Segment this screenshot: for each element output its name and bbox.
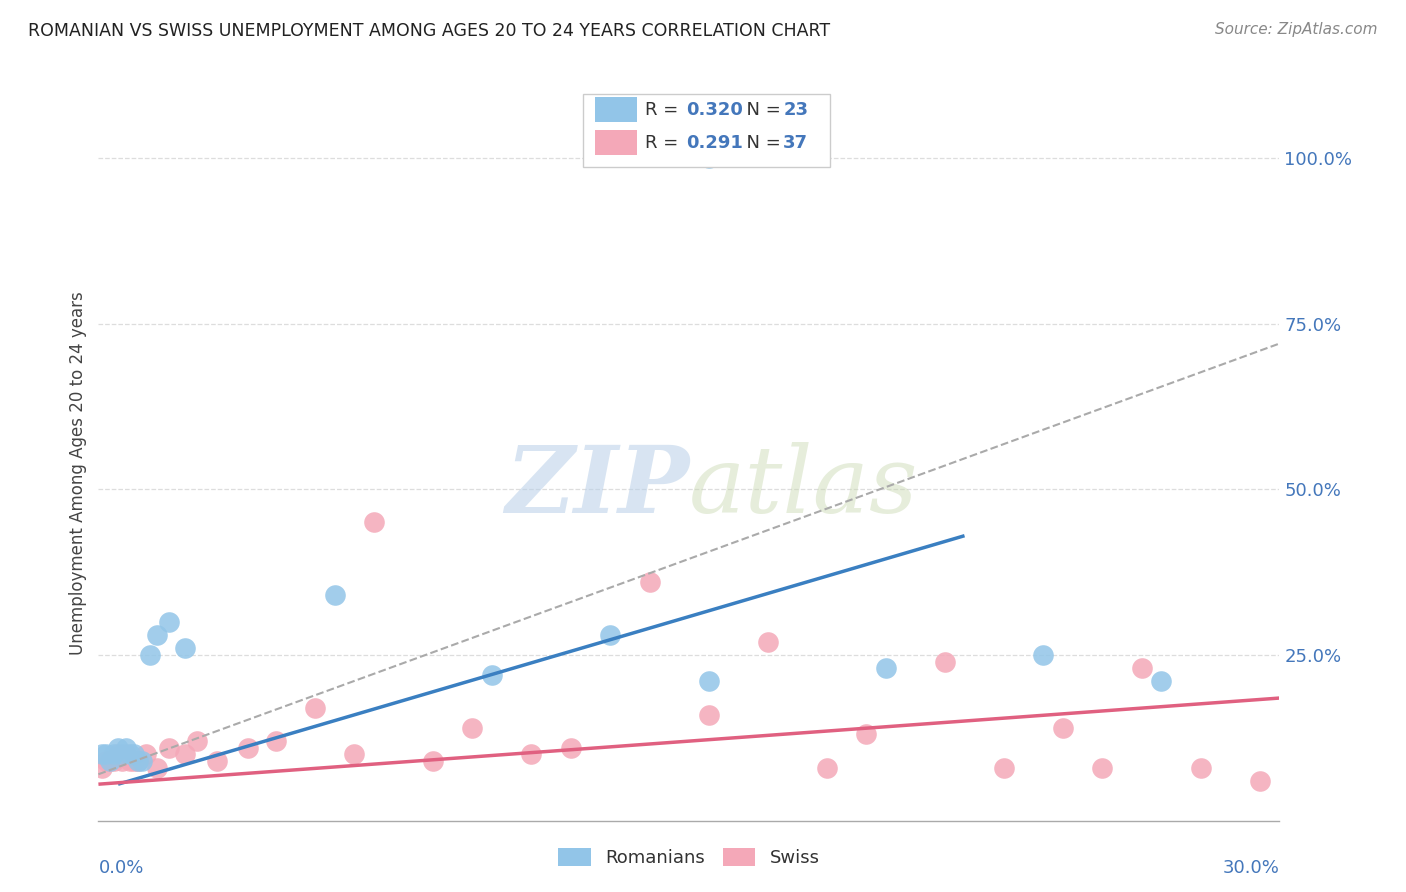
Point (1189, 761, 1212, 775)
Legend: Romanians, Swiss: Romanians, Swiss (551, 840, 827, 874)
Point (993, 761, 1015, 775)
Point (934, 655, 956, 669)
Point (697, 707, 720, 722)
Text: Source: ZipAtlas.com: Source: ZipAtlas.com (1215, 22, 1378, 37)
Text: R =: R = (645, 134, 685, 152)
Text: 37: 37 (783, 134, 808, 152)
Point (98, 754, 121, 768)
Text: atlas: atlas (689, 442, 918, 532)
Point (146, 628, 169, 642)
Point (122, 754, 145, 768)
Point (96, 754, 118, 768)
Point (96, 747, 118, 762)
Point (205, 754, 228, 768)
Point (520, 747, 543, 762)
Point (264, 734, 287, 748)
Text: N =: N = (735, 134, 787, 152)
Point (115, 747, 138, 762)
Point (1052, 721, 1074, 735)
Point (146, 761, 169, 775)
Text: R =: R = (645, 101, 685, 119)
Point (135, 747, 157, 762)
Point (174, 641, 197, 656)
Point (697, 674, 720, 689)
Point (1130, 661, 1153, 675)
Point (138, 648, 160, 662)
Point (111, 747, 134, 762)
Point (756, 634, 779, 648)
Point (1249, 773, 1271, 788)
Text: 30.0%: 30.0% (1223, 859, 1279, 877)
Point (98, 754, 121, 768)
Point (115, 740, 138, 755)
Point (363, 516, 385, 530)
Point (875, 661, 897, 675)
Point (481, 668, 503, 682)
Point (157, 740, 180, 755)
Point (127, 754, 149, 768)
Point (118, 747, 141, 762)
Point (1032, 648, 1054, 662)
Y-axis label: Unemployment Among Ages 20 to 24 years: Unemployment Among Ages 20 to 24 years (69, 291, 87, 655)
Text: 0.291: 0.291 (686, 134, 742, 152)
Point (91, 747, 114, 762)
Text: 23: 23 (783, 101, 808, 119)
Point (122, 747, 145, 762)
Point (111, 754, 134, 768)
Point (186, 734, 208, 748)
Point (599, 628, 621, 642)
Point (174, 747, 197, 762)
Point (107, 740, 129, 755)
Point (304, 701, 326, 715)
Point (560, 740, 582, 755)
Point (107, 747, 129, 762)
Point (422, 754, 444, 768)
Point (638, 575, 661, 590)
Point (697, 151, 720, 165)
Point (91, 761, 114, 775)
Point (461, 721, 484, 735)
Point (855, 727, 877, 741)
Text: ROMANIAN VS SWISS UNEMPLOYMENT AMONG AGES 20 TO 24 YEARS CORRELATION CHART: ROMANIAN VS SWISS UNEMPLOYMENT AMONG AGE… (28, 22, 831, 40)
Point (157, 615, 180, 629)
Point (131, 754, 153, 768)
Point (1091, 761, 1114, 775)
Point (127, 754, 149, 768)
Text: ZIP: ZIP (505, 442, 689, 532)
Point (815, 761, 838, 775)
Point (1150, 674, 1173, 689)
Point (343, 747, 366, 762)
Text: 0.0%: 0.0% (98, 859, 143, 877)
Point (118, 754, 141, 768)
Point (236, 740, 259, 755)
Point (323, 588, 346, 602)
Text: N =: N = (735, 101, 787, 119)
Point (103, 754, 125, 768)
Text: 0.320: 0.320 (686, 101, 742, 119)
Point (103, 747, 125, 762)
